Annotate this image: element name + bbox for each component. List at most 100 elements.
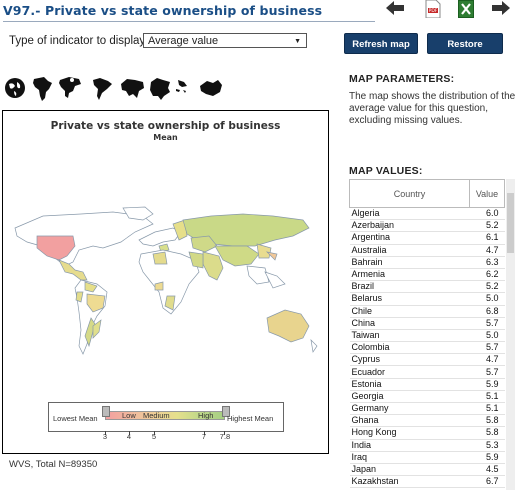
value-cell: 5.2 (469, 280, 505, 294)
legend-tick: 7.8 (219, 432, 231, 441)
table-row: India 5.3 (349, 439, 505, 452)
map-subtitle: Mean (153, 133, 178, 142)
value-cell: 5.9 (469, 451, 505, 464)
value-cell: 5.7 (469, 317, 505, 330)
legend-low-label: Low (122, 411, 136, 420)
refresh-map-button[interactable]: Refresh map (344, 33, 418, 54)
country-cell: Kazakhstan (349, 475, 470, 489)
indicator-select[interactable]: Average value ▼ (143, 33, 307, 48)
table-row: Bahrain 6.3 (349, 256, 505, 269)
africa-icon[interactable] (32, 76, 54, 107)
value-cell: 4.5 (469, 463, 505, 477)
value-cell: 5.0 (469, 292, 505, 306)
country-cell: Algeria (349, 207, 470, 221)
indicator-label: Type of indicator to display: (9, 35, 149, 47)
legend-high-label: High (198, 411, 214, 420)
table-row: China 5.7 (349, 317, 505, 330)
country-cell: India (349, 439, 470, 452)
country-cell: Estonia (349, 378, 470, 391)
scrollbar-thumb[interactable] (507, 193, 514, 253)
country-cell: Belarus (349, 292, 470, 306)
country-cell: Japan (349, 463, 470, 477)
country-cell: Argentina (349, 231, 470, 245)
world-icon[interactable] (4, 76, 28, 105)
value-cell: 4.7 (469, 353, 505, 367)
oceania-icon[interactable] (196, 76, 224, 107)
map-title: Private vs state ownership of business (50, 120, 281, 132)
country-cell: Chile (349, 305, 470, 318)
value-cell: 6.2 (469, 268, 505, 282)
legend-tick: 7 (201, 432, 207, 441)
map-legend: Lowest Mean Low Medium High Highest Mean (48, 402, 284, 435)
value-cell: 6.3 (469, 256, 505, 269)
table-row: Chile 6.8 (349, 305, 505, 318)
country-cell: Hong Kong (349, 426, 470, 440)
restore-defaults-button[interactable]: Restore defaults (427, 33, 503, 71)
value-cell: 5.1 (469, 390, 505, 404)
table-row: Georgia 5.1 (349, 390, 505, 404)
country-cell: Brazil (349, 280, 470, 294)
country-cell: Georgia (349, 390, 470, 404)
table-row: Azerbaijan 5.2 (349, 219, 505, 233)
table-row: Taiwan 5.0 (349, 329, 505, 343)
svg-text:PDF: PDF (429, 8, 438, 14)
excel-icon[interactable] (458, 0, 474, 23)
legend-gradient: Low Medium High (105, 411, 225, 420)
legend-tick: 5 (151, 432, 157, 441)
middle-east-icon[interactable] (174, 76, 190, 105)
map-values-heading: MAP VALUES: (349, 165, 423, 177)
country-cell: Ecuador (349, 365, 470, 379)
value-cell: 6.8 (469, 305, 505, 318)
country-cell: Bahrain (349, 256, 470, 269)
north-america-icon[interactable] (57, 76, 83, 107)
legend-tick: 3 (102, 432, 108, 441)
south-america-icon[interactable] (90, 76, 114, 107)
table-row: Colombia 5.7 (349, 341, 505, 355)
footer-sample-size: WVS, Total N=89350 (9, 459, 98, 470)
table-row: Australia 4.7 (349, 244, 505, 257)
value-cell: 5.1 (469, 402, 505, 416)
legend-min-handle[interactable] (102, 406, 110, 417)
legend-max-handle[interactable] (222, 406, 230, 417)
legend-medium-label: Medium (143, 411, 170, 420)
indicator-value: Average value (148, 35, 219, 47)
country-cell: China (349, 317, 470, 330)
value-cell: 6.1 (469, 231, 505, 245)
table-scrollbar[interactable] (506, 179, 515, 490)
page-title: V97.- Private vs state ownership of busi… (3, 2, 375, 22)
country-cell: Ghana (349, 414, 470, 428)
value-cell: 5.2 (469, 219, 505, 233)
country-cell: Azerbaijan (349, 219, 470, 233)
table-row: Belarus 5.0 (349, 292, 505, 306)
country-cell: Australia (349, 244, 470, 257)
map-parameters-description: The map shows the distribution of the av… (349, 91, 516, 126)
map-panel: Private vs state ownership of business M… (2, 110, 329, 454)
map-values-table: Country Value Algeria 6.0 Azerbaijan 5.2 Arg… (349, 179, 505, 489)
table-row: Hong Kong 5.8 (349, 426, 505, 440)
world-map[interactable] (3, 206, 328, 376)
value-cell: 6.0 (469, 207, 505, 221)
country-cell: Germany (349, 402, 470, 416)
europe-icon[interactable] (148, 76, 172, 107)
country-cell: Colombia (349, 341, 470, 355)
asia-icon[interactable] (119, 76, 145, 107)
table-row: Cyprus 4.7 (349, 353, 505, 367)
legend-tick: 4 (126, 432, 132, 441)
value-cell: 5.0 (469, 329, 505, 343)
column-header-country[interactable]: Country (349, 179, 470, 208)
value-cell: 5.7 (469, 365, 505, 379)
column-header-value[interactable]: Value (469, 179, 505, 208)
table-row: Armenia 6.2 (349, 268, 505, 282)
table-row: Argentina 6.1 (349, 231, 505, 245)
value-cell: 5.8 (469, 426, 505, 440)
forward-arrow-icon[interactable] (491, 0, 511, 21)
value-cell: 4.7 (469, 244, 505, 257)
legend-highest-label: Highest Mean (227, 414, 274, 423)
pdf-icon[interactable]: PDF (425, 0, 441, 23)
table-row: Algeria 6.0 (349, 207, 505, 221)
table-row: Ghana 5.8 (349, 414, 505, 428)
back-arrow-icon[interactable] (385, 0, 405, 21)
table-row: Japan 4.5 (349, 463, 505, 477)
value-cell: 5.7 (469, 341, 505, 355)
value-cell: 5.3 (469, 439, 505, 452)
